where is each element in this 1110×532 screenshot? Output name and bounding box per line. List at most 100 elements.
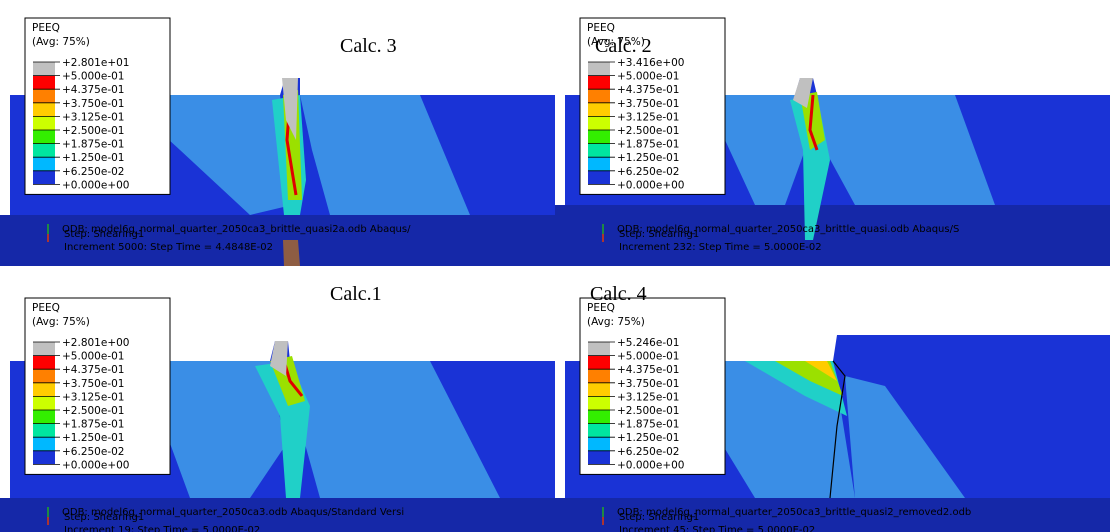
legend-swatch [33,437,55,451]
legend-value: +3.125e-01 [617,391,679,403]
legend-swatch [33,130,55,144]
legend-value: +3.125e-01 [62,111,124,123]
legend-value: +1.250e-01 [617,432,679,444]
legend-value: +3.750e-01 [62,378,124,390]
step-info: Step: Shearing1 [619,512,699,523]
legend-title: PEEQ [32,22,60,34]
legend-swatch [33,369,55,383]
contour-region [290,361,500,498]
legend-value: +1.875e-01 [617,139,679,151]
legend-swatch [588,396,610,410]
legend-value: +0.000e+00 [617,459,684,471]
legend-value: +5.000e-01 [62,351,124,363]
legend-swatch [588,170,610,185]
legend-value: +5.246e-01 [617,337,679,349]
legend-subtitle: (Avg: 75%) [32,316,90,328]
contour-region [805,361,837,381]
legend-swatch [33,423,55,438]
legend-value: +4.375e-01 [617,84,679,96]
contour-panel: PEEQ (Avg: 75%) +2.801e+01 +5.000e-01+4.375… [0,17,555,266]
legend-swatch [588,143,610,158]
legend-value: +4.375e-01 [62,84,124,96]
legend-swatch [588,102,610,117]
legend-value: +2.801e+01 [62,57,129,69]
legend-value: +3.125e-01 [617,111,679,123]
odb-info: ODB: model6g_normal_quarter_2050ca3_brit… [617,224,959,235]
legend-value: +2.500e-01 [617,125,679,137]
legend-swatch [588,382,610,397]
legend-swatch [33,410,55,424]
legend-title: PEEQ [587,22,615,34]
step-info: Step: Shearing1 [64,512,144,523]
increment-info: Increment 5000: Step Time = 4.4848E-02 [64,242,273,253]
reflection [283,240,300,266]
legend-value: +0.000e+00 [62,459,129,471]
contour-region [705,95,805,205]
legend-swatch [588,157,610,171]
legend-value: +2.500e-01 [62,405,124,417]
legend-value: +1.875e-01 [62,419,124,431]
increment-info: Increment 45: Step Time = 5.0000E-02 [619,525,815,532]
legend-swatch [33,382,55,397]
legend-value: +3.416e+00 [617,57,684,69]
contour-region [300,95,470,215]
contour-region [282,78,298,140]
legend-value: +0.000e+00 [617,179,684,191]
legend-value: +3.750e-01 [62,98,124,110]
legend-value: +2.500e-01 [617,405,679,417]
legend-value: +6.250e-02 [617,166,679,178]
legend-swatch [588,437,610,451]
panel-title: Calc. 2 [595,35,652,57]
legend-title: PEEQ [587,302,615,314]
legend-value: +4.375e-01 [617,364,679,376]
legend-swatch [33,355,55,370]
legend-swatch [33,157,55,171]
ground-plane [0,498,555,532]
legend-swatch [588,450,610,465]
step-info: Step: Shearing1 [619,229,699,240]
legend-swatch [33,75,55,90]
crack-line [829,360,846,499]
legend-swatch [33,89,55,103]
legend-value: +1.250e-01 [62,152,124,164]
legend-value: +0.000e+00 [62,179,129,191]
odb-info: ODB: model6g_normal_quarter_2050ca3_brit… [617,507,971,518]
legend-swatch [588,369,610,383]
legend-value: +2.801e+00 [62,337,129,349]
ground-plane [555,205,1110,266]
legend-swatch [588,89,610,103]
legend-value: +3.750e-01 [617,98,679,110]
legend-swatch [33,342,55,356]
legend-value: +6.250e-02 [62,446,124,458]
increment-info: Increment 232: Step Time = 5.0000E-02 [619,242,822,253]
legend-swatch [588,342,610,356]
legend-swatch [588,116,610,130]
legend-swatch [33,102,55,117]
legend-swatch [588,62,610,76]
contour-panel: PEEQ (Avg: 75%) +5.246e-01 +5.000e-01+4.375… [555,283,1110,532]
panel-title: Calc. 3 [340,35,397,57]
legend-swatch [33,170,55,185]
contour-region [817,95,995,205]
legend-subtitle: (Avg: 75%) [587,316,645,328]
increment-info: Increment 19: Step Time = 5.0000E-02 [64,525,260,532]
legend-swatch [588,423,610,438]
ground-plane [555,498,1110,532]
contour-panel: PEEQ (Avg: 75%) +2.801e+00 +5.000e-01+4.375… [0,283,555,532]
legend-swatch [588,130,610,144]
legend-value: +6.250e-02 [62,166,124,178]
legend-swatch [588,75,610,90]
ground-plane [0,215,555,266]
legend-value: +2.500e-01 [62,125,124,137]
legend-subtitle: (Avg: 75%) [32,36,90,48]
legend-value: +3.125e-01 [62,391,124,403]
contour-region [270,341,288,376]
legend-value: +4.375e-01 [62,364,124,376]
legend-value: +6.250e-02 [617,446,679,458]
legend-title: PEEQ [32,302,60,314]
legend-value: +5.000e-01 [617,351,679,363]
odb-info: ODB: model6g_normal_quarter_2050ca3.odb … [62,507,404,518]
contour-panel: PEEQ (Avg: 75%) +3.416e+00 +5.000e-01+4.375… [555,17,1110,266]
legend-swatch [33,450,55,465]
odb-info: ODB: model6g_normal_quarter_2050ca3_brit… [62,224,411,235]
